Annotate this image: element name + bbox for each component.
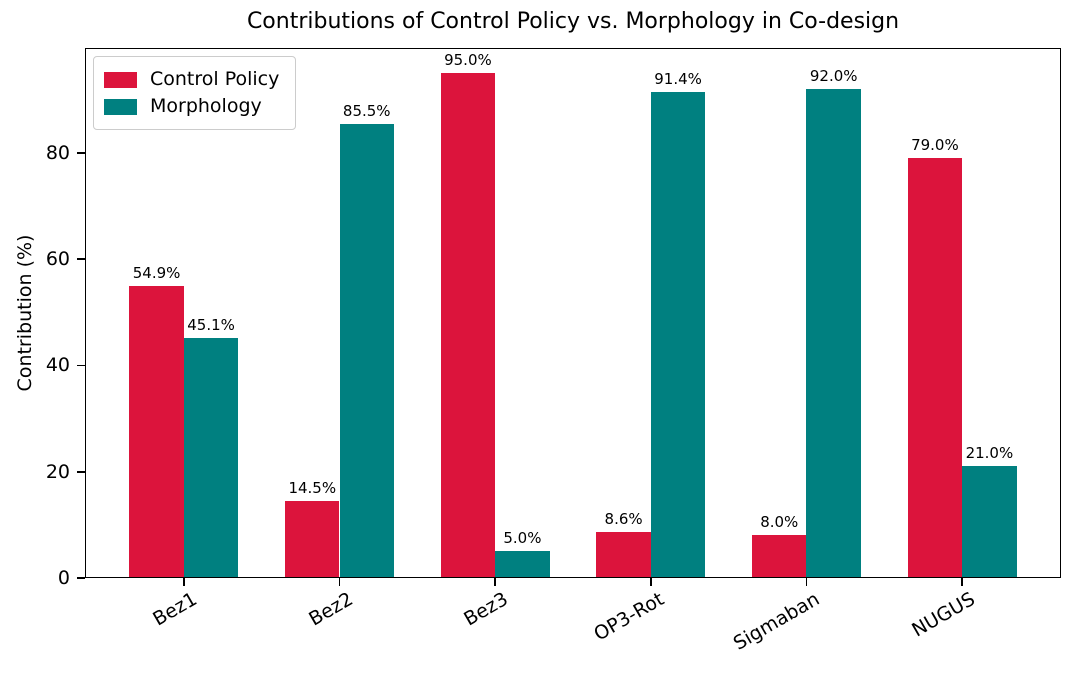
legend: Control Policy Morphology (93, 56, 297, 130)
bar-value-label-morphology-bez1: 45.1% (187, 316, 235, 335)
bar-value-label-control-policy-bez2: 14.5% (288, 478, 337, 497)
bar-control-policy-op3-rot (596, 532, 651, 578)
legend-label-control-policy: Control Policy (150, 68, 280, 90)
x-tick-label-bez1: Bez1 (149, 588, 201, 631)
x-tick-label-nugus: NUGUS (908, 588, 980, 642)
bar-value-label-morphology-bez2: 85.5% (342, 101, 391, 120)
x-tick-label-bez2: Bez2 (304, 588, 357, 631)
bar-control-policy-nugus (907, 158, 963, 578)
y-tick-mark (77, 577, 85, 579)
x-tick-mark (494, 578, 497, 586)
y-tick-label: 80 (45, 141, 70, 164)
legend-entries: Control Policy Morphology (104, 68, 279, 118)
x-tick-mark (961, 578, 964, 586)
legend-label-morphology: Morphology (150, 95, 262, 117)
x-tick-mark (649, 578, 652, 586)
legend-entry-control-policy: Control Policy (104, 68, 279, 91)
bar-morphology-op3-rot (650, 92, 706, 578)
y-tick-mark (77, 470, 85, 473)
bar-morphology-bez2 (339, 123, 394, 578)
x-tick-mark (182, 578, 185, 586)
bar-morphology-bez1 (183, 338, 239, 578)
bar-value-label-control-policy-op3-rot: 8.6% (604, 510, 643, 529)
bar-morphology-bez3 (495, 551, 550, 578)
y-tick-mark (77, 364, 85, 367)
y-tick-mark (77, 258, 85, 261)
y-tick-label: 0 (57, 567, 70, 589)
legend-swatch-morphology (104, 98, 137, 115)
y-tick-mark (77, 152, 85, 154)
bar-value-label-control-policy-sigmaban: 8.0% (760, 513, 799, 532)
legend-swatch-control-policy (104, 71, 137, 88)
bar-value-label-morphology-op3-rot: 91.4% (654, 70, 702, 89)
bar-value-label-control-policy-bez1: 54.9% (132, 264, 181, 283)
bar-value-label-morphology-sigmaban: 92.0% (809, 67, 858, 86)
chart-title: Contributions of Control Policy vs. Morp… (246, 9, 900, 34)
bar-morphology-sigmaban (806, 89, 861, 578)
bar-value-label-control-policy-nugus: 79.0% (911, 136, 959, 155)
bar-value-label-morphology-bez3: 5.0% (503, 529, 542, 548)
bar-morphology-nugus (962, 466, 1017, 578)
x-tick-label-sigmaban: Sigmaban (729, 588, 824, 655)
bar-value-label-morphology-nugus: 21.0% (965, 444, 1014, 463)
bar-control-policy-bez2 (285, 500, 340, 578)
y-tick-label: 20 (45, 460, 70, 483)
x-tick-mark (338, 578, 341, 586)
bar-control-policy-bez1 (129, 286, 184, 578)
legend-entry-morphology: Morphology (104, 95, 279, 118)
x-tick-mark (805, 578, 808, 586)
bar-value-label-control-policy-bez3: 95.0% (444, 51, 492, 70)
bar-control-policy-bez3 (440, 73, 496, 578)
x-tick-label-op3-rot: OP3-Rot (590, 588, 668, 646)
x-tick-label-bez3: Bez3 (460, 588, 513, 631)
y-tick-label: 40 (45, 354, 70, 377)
bar-control-policy-sigmaban (752, 535, 807, 578)
y-tick-label: 60 (45, 248, 70, 271)
